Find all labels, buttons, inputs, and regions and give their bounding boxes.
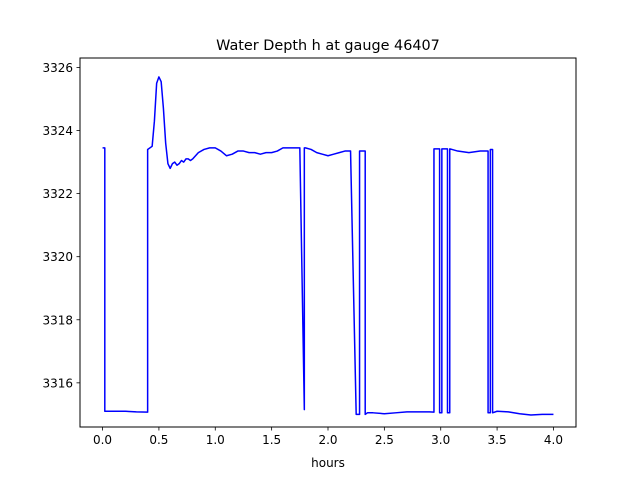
y-tick-label: 3322 bbox=[42, 187, 73, 201]
y-tick-label: 3326 bbox=[42, 61, 73, 75]
y-tick-label: 3320 bbox=[42, 250, 73, 264]
y-tick-label: 3316 bbox=[42, 376, 73, 390]
x-axis-label: hours bbox=[311, 456, 345, 470]
x-tick-label: 2.0 bbox=[318, 433, 337, 447]
x-axis: 0.0 0.5 1.0 1.5 2.0 2.5 3.0 3.5 4.0 bbox=[93, 427, 563, 447]
y-axis: 3316 3318 3320 3322 3324 3326 bbox=[42, 61, 80, 390]
plot-series-group bbox=[102, 76, 554, 416]
x-tick-label: 1.0 bbox=[206, 433, 225, 447]
x-tick-label: 2.5 bbox=[375, 433, 394, 447]
x-tick-label: 3.0 bbox=[431, 433, 450, 447]
chart-title: Water Depth h at gauge 46407 bbox=[216, 38, 440, 54]
y-tick-label: 3318 bbox=[42, 313, 73, 327]
x-tick-label: 4.0 bbox=[544, 433, 563, 447]
x-tick-label: 3.5 bbox=[488, 433, 507, 447]
series-line bbox=[102, 76, 554, 416]
x-tick-label: 0.0 bbox=[93, 433, 112, 447]
x-tick-label: 1.5 bbox=[262, 433, 281, 447]
y-tick-label: 3324 bbox=[42, 124, 73, 138]
x-tick-label: 0.5 bbox=[149, 433, 168, 447]
